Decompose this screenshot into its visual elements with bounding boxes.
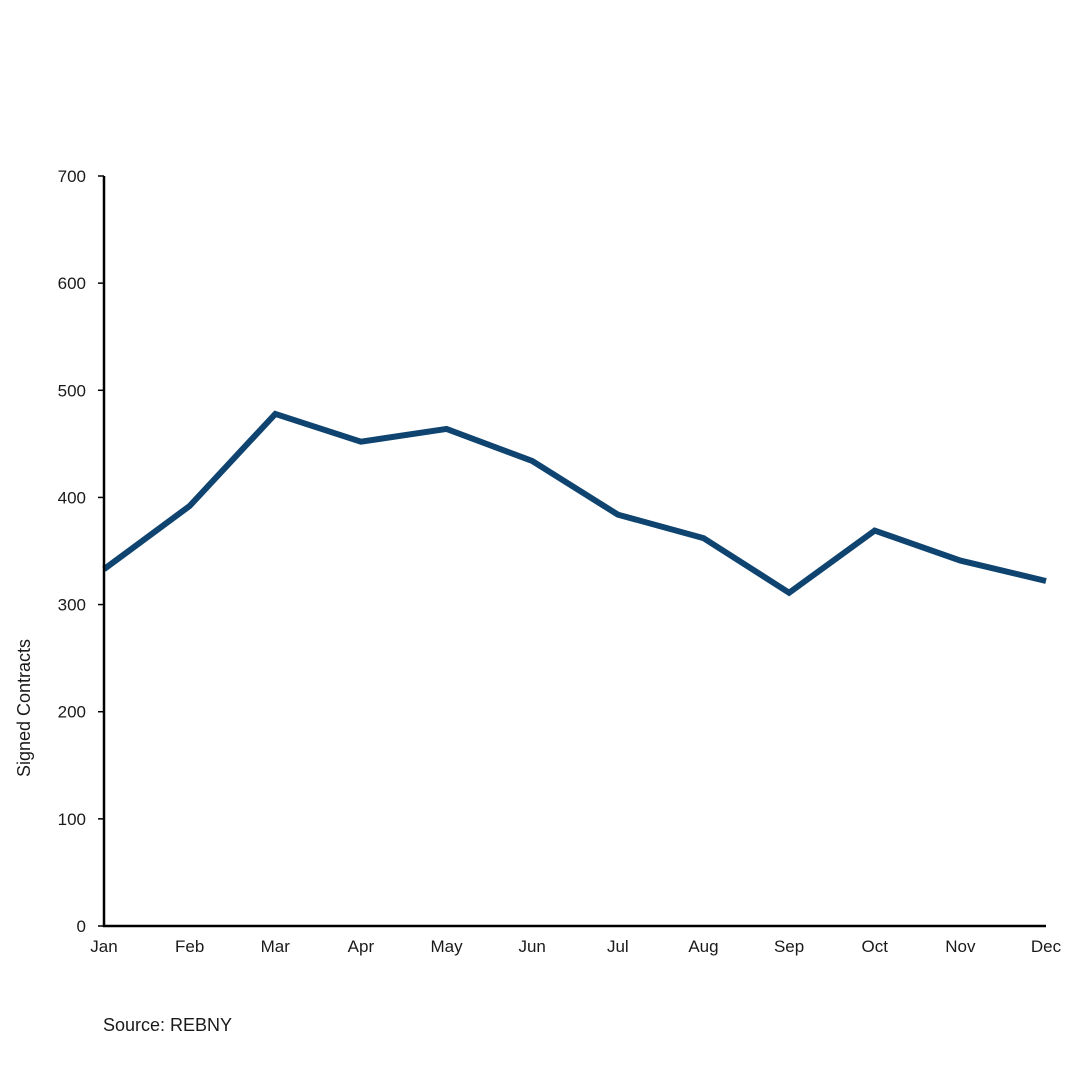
x-tick-label: Aug <box>688 937 718 956</box>
x-tick-label: Apr <box>348 937 375 956</box>
y-tick-label: 200 <box>58 703 86 722</box>
y-axis-ticks: 0 100 200 300 400 500 600 700 <box>58 167 104 936</box>
y-tick-label: 700 <box>58 167 86 186</box>
y-tick-label: 300 <box>58 596 86 615</box>
x-tick-label: Oct <box>862 937 889 956</box>
y-tick-label: 400 <box>58 488 86 507</box>
x-axis-ticks: Jan Feb Mar Apr May Jun Jul Aug Sep Oct Nov Dec <box>90 937 1061 956</box>
x-tick-label: Jun <box>518 937 545 956</box>
y-tick-label: 100 <box>58 810 86 829</box>
x-tick-label: Mar <box>261 937 291 956</box>
x-tick-label: Jan <box>90 937 117 956</box>
y-axis-title: Signed Contracts <box>14 639 34 777</box>
series-line <box>102 410 1047 597</box>
x-tick-label: Nov <box>945 937 976 956</box>
x-tick-label: Sep <box>774 937 804 956</box>
x-tick-label: May <box>430 937 463 956</box>
x-tick-label: Jul <box>607 937 629 956</box>
source-note: Source: REBNY <box>103 1015 233 1035</box>
x-tick-label: Feb <box>175 937 204 956</box>
x-tick-label: Dec <box>1031 937 1062 956</box>
y-tick-label: 600 <box>58 274 86 293</box>
y-tick-label: 500 <box>58 381 86 400</box>
y-tick-label: 0 <box>77 917 86 936</box>
series-layer <box>102 410 1047 597</box>
